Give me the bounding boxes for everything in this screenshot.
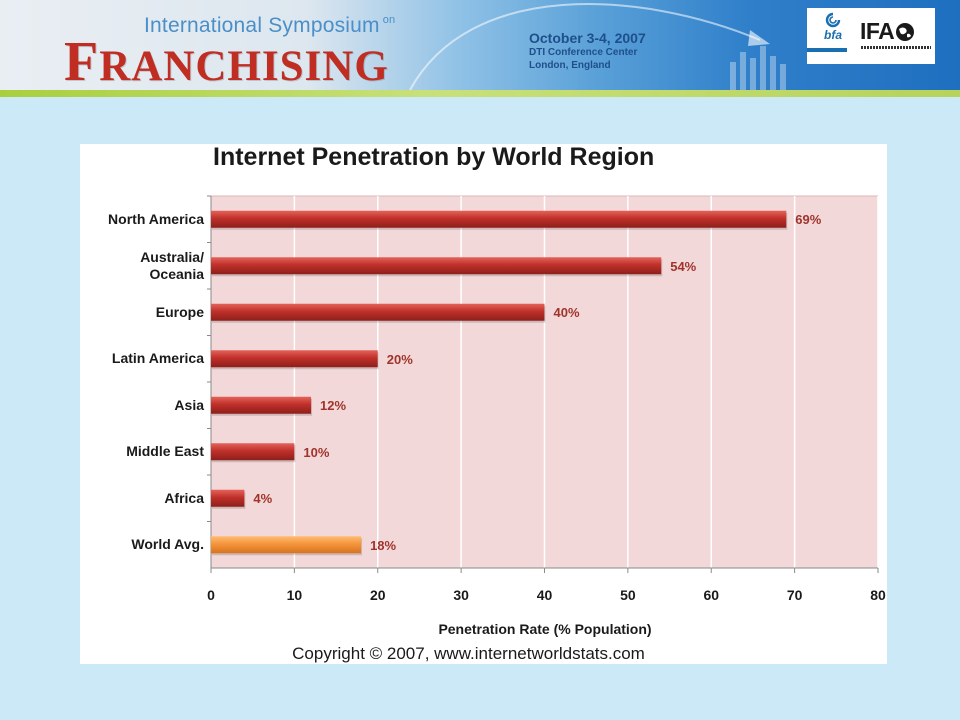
symposium-title: International Symposium on — [144, 14, 395, 38]
chart-title: Internet Penetration by World Region — [213, 143, 655, 171]
sponsor-logos: bfa IFA — [807, 8, 935, 64]
franchising-rest: RANCHISING — [99, 43, 389, 90]
x-tick-label: 10 — [286, 587, 303, 603]
bfa-underline — [807, 48, 847, 52]
category-label-line: Europe — [155, 303, 204, 320]
ifa-text: IFA — [860, 18, 895, 44]
data-label: 40% — [553, 305, 580, 321]
bfa-text: bfa — [824, 28, 842, 42]
globe-icon — [896, 23, 915, 41]
x-tick-label: 70 — [786, 587, 803, 603]
category-label: North America — [80, 211, 204, 228]
category-label: Australia/Oceania — [80, 249, 204, 283]
category-label-line: Middle East — [126, 443, 204, 460]
bar — [211, 303, 545, 321]
x-tick-label: 20 — [369, 587, 386, 603]
banner-decoration — [409, 3, 786, 90]
ifa-logo: IFA — [860, 18, 915, 45]
data-label: 12% — [320, 398, 347, 414]
x-tick-label: 60 — [703, 587, 720, 603]
category-label: World Avg. — [80, 536, 204, 553]
category-label: Asia — [80, 397, 204, 414]
symposium-text: International Symposium — [144, 14, 380, 37]
bar-world-avg — [211, 536, 362, 554]
data-label: 4% — [253, 491, 273, 507]
bfa-logo: bfa — [819, 12, 847, 42]
franchising-title: FRANCHISING — [64, 30, 389, 90]
event-date: October 3-4, 2007 — [529, 30, 646, 46]
data-label: 20% — [386, 351, 413, 367]
data-label: 10% — [303, 444, 330, 460]
category-label-line: Latin America — [111, 350, 204, 367]
category-label: Latin America — [80, 350, 204, 367]
bfa-swirl-icon — [825, 12, 841, 28]
x-axis-title: Penetration Rate (% Population) — [438, 621, 652, 637]
category-label-line: North America — [108, 210, 204, 227]
category-label: Middle East — [80, 443, 204, 460]
bar — [211, 489, 245, 507]
data-label: 54% — [670, 258, 697, 274]
bar — [211, 350, 378, 368]
x-tick-label: 50 — [620, 587, 636, 603]
ifa-tagline-decoration — [861, 46, 931, 49]
category-label-line: Africa — [164, 489, 204, 506]
banner-accent-stripe — [0, 90, 960, 97]
bar-chart — [207, 195, 879, 573]
data-label: 18% — [370, 537, 397, 553]
data-label: 69% — [795, 212, 822, 228]
header-banner: International Symposium on FRANCHISING Oc… — [0, 0, 960, 90]
x-tick-label: 30 — [453, 587, 469, 603]
bar — [211, 396, 312, 414]
copyright-text: Copyright © 2007, www.internetworldstats… — [292, 644, 645, 663]
category-label-line: Australia/ — [140, 248, 204, 265]
category-label: Africa — [80, 490, 204, 507]
x-tick-label: 40 — [536, 587, 553, 603]
event-info: October 3-4, 2007 DTI Conference Center … — [529, 30, 646, 72]
chart-panel: Internet Penetration by World Region Nor… — [80, 144, 887, 664]
x-tick-label: 0 — [207, 587, 215, 603]
event-location: London, England — [529, 60, 611, 71]
category-label-line: World Avg. — [131, 536, 204, 553]
bar — [211, 210, 787, 228]
bar — [211, 443, 295, 461]
category-label-line: Asia — [174, 396, 204, 413]
category-label: Europe — [80, 304, 204, 321]
symposium-on: on — [382, 14, 396, 26]
x-tick-label: 80 — [870, 587, 886, 603]
franchising-first-letter: F — [64, 31, 100, 90]
event-venue: DTI Conference Center — [529, 47, 638, 58]
bar — [211, 257, 662, 275]
category-label-line: Oceania — [149, 265, 204, 282]
